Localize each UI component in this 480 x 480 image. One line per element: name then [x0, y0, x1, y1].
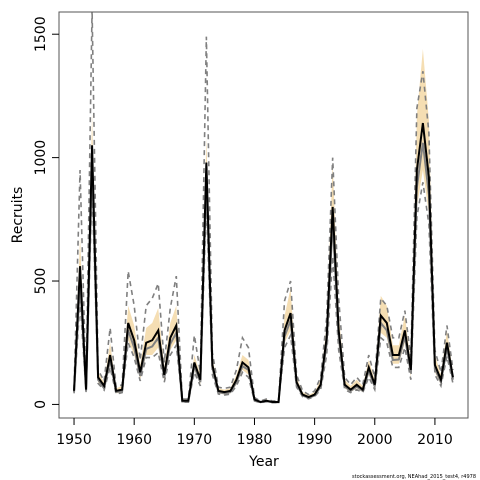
plot-layer: [73, 12, 454, 404]
x-tick-label: 1980: [237, 432, 273, 448]
x-tick-label: 2000: [357, 432, 393, 448]
dashed-upper-line: [73, 12, 454, 402]
y-tick-label: 0: [33, 400, 49, 409]
series-line-estimate: [73, 122, 454, 404]
x-tick-label: 2010: [417, 432, 453, 448]
y-tick-label: 1000: [33, 140, 49, 176]
confidence-band: [74, 49, 453, 403]
credit-text: stockassessment.org, NEAhad_2015_test4, …: [352, 474, 476, 480]
x-tick-label: 1960: [116, 432, 152, 448]
x-tick-label: 1970: [177, 432, 213, 448]
y-tick-label: 1500: [33, 16, 49, 52]
y-axis-title: Recruits: [10, 187, 26, 244]
x-axis: 1950 1960 1970 1980 1990 2000 2010: [56, 418, 453, 448]
x-tick-label: 1950: [56, 432, 92, 448]
plot-frame: [58, 11, 469, 419]
x-tick-label: 1990: [297, 432, 333, 448]
dashed-lower-line: [73, 182, 454, 404]
x-axis-title: Year: [248, 454, 279, 470]
y-axis: 0 500 1000 1500: [33, 16, 59, 409]
y-tick-label: 500: [33, 268, 49, 295]
